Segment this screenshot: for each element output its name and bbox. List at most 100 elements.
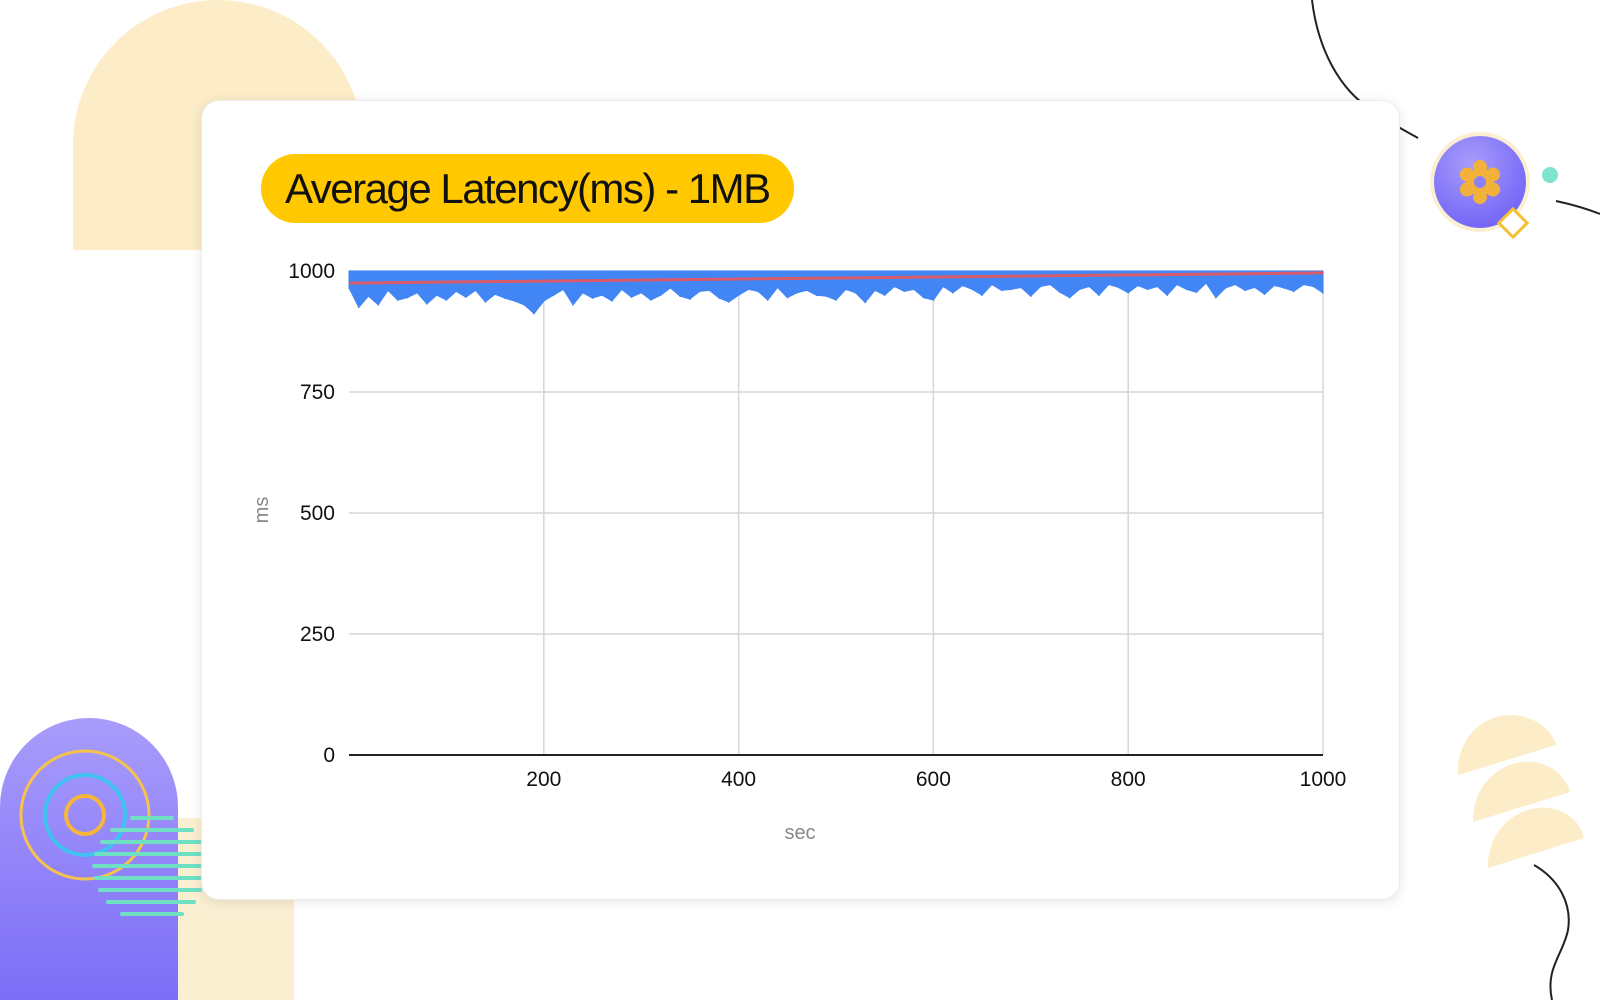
latency-data-point: [504, 297, 506, 299]
latency-data-point: [659, 294, 662, 296]
x-axis-title: sec: [784, 822, 815, 844]
latency-data-point: [1000, 289, 1003, 292]
decorative-stripes-icon: [92, 816, 205, 916]
latency-data-point: [1117, 286, 1120, 289]
latency-data-point: [1146, 288, 1149, 291]
latency-data-point: [435, 294, 438, 296]
y-tick-label: 500: [300, 502, 335, 525]
latency-chart: 0 250 500 750 1000 200 400 600 800 1000 sec ms: [251, 260, 1346, 844]
latency-data-point: [348, 287, 350, 289]
latency-data-point: [1049, 283, 1052, 286]
latency-data-point: [1039, 285, 1042, 288]
latency-data-point: [1166, 294, 1168, 296]
latency-data-point: [864, 301, 867, 304]
latency-data-point: [1234, 283, 1237, 286]
latency-data-point: [445, 299, 448, 301]
latency-data-point: [1205, 282, 1207, 284]
latency-data-point: [1137, 284, 1139, 287]
x-tick-label: 800: [1111, 768, 1146, 791]
latency-data-point: [669, 287, 672, 289]
latency-data-point: [689, 298, 691, 300]
latency-data-point: [883, 294, 886, 296]
latency-data-point: [426, 303, 428, 305]
latency-data-point: [533, 312, 535, 315]
latency-data-point: [854, 291, 857, 294]
latency-data-point: [513, 300, 516, 302]
latency-data-point: [1244, 289, 1246, 292]
latency-data-point: [1088, 285, 1091, 288]
gear-badge-icon: [1434, 136, 1526, 228]
latency-data-point: [708, 289, 711, 292]
y-axis-title: ms: [251, 497, 273, 524]
latency-data-point: [620, 288, 623, 291]
latency-data-point: [767, 299, 769, 301]
latency-data-point: [728, 301, 730, 303]
x-tick-label: 200: [526, 768, 561, 791]
x-tick-label: 1000: [1300, 768, 1347, 791]
latency-data-point: [543, 300, 545, 302]
gear-icon: [1460, 160, 1500, 204]
latency-data-point: [874, 289, 876, 292]
latency-data-point: [1078, 288, 1081, 291]
latency-data-point: [1030, 295, 1032, 297]
y-tick-label: 250: [300, 623, 335, 646]
latency-data-point: [922, 296, 925, 299]
series-layer: [348, 270, 1324, 315]
latency-data-point: [591, 297, 594, 299]
latency-data-point: [1215, 296, 1217, 299]
chart-title-pill: Average Latency(ms) - 1MB: [261, 154, 794, 223]
latency-data-point: [1020, 286, 1022, 289]
latency-data-point: [796, 291, 798, 294]
latency-data-point: [776, 286, 779, 289]
diamond-outline-icon: [1496, 206, 1530, 240]
latency-data-point: [805, 289, 808, 292]
latency-data-point: [601, 294, 604, 296]
grid-lines: [349, 270, 1324, 755]
latency-data-point: [815, 294, 818, 296]
latency-data-point: [1176, 283, 1178, 286]
latency-data-point: [679, 295, 681, 297]
latency-data-point: [747, 288, 750, 291]
x-tick-label: 400: [721, 768, 756, 791]
latency-data-point: [396, 299, 399, 301]
latency-data-point: [1107, 283, 1110, 286]
latency-data-point: [981, 294, 983, 296]
latency-data-point: [844, 288, 847, 291]
latency-data-point: [387, 289, 389, 292]
decorative-rings-icon: [19, 749, 151, 881]
latency-data-point: [1312, 285, 1315, 288]
latency-data-point: [757, 290, 759, 293]
trend-line: [348, 271, 1324, 285]
decorative-dot: [1542, 167, 1558, 183]
latency-data-point: [367, 295, 370, 297]
decorative-purple-arch: [0, 718, 178, 1000]
y-tick-label: 1000: [288, 260, 335, 283]
latency-data-point: [952, 291, 954, 294]
y-tick-label: 750: [300, 381, 335, 404]
latency-data-point: [1273, 284, 1276, 287]
latency-data-point: [1302, 283, 1305, 286]
latency-data-point: [932, 299, 935, 301]
latency-data-point: [416, 291, 418, 294]
latency-data-point: [1292, 290, 1295, 293]
y-tick-label: 0: [323, 744, 335, 767]
latency-data-point: [1224, 287, 1227, 289]
latency-data-point: [406, 296, 409, 299]
tick-labels: 0 250 500 750 1000 200 400 600 800 1000: [288, 260, 1346, 791]
latency-data-point: [484, 301, 487, 303]
latency-data-point: [1059, 291, 1061, 294]
latency-data-point: [903, 290, 905, 293]
latency-data-point: [650, 299, 652, 301]
chart-card: Average Latency(ms) - 1MB 0 250 500 750 1000…: [201, 100, 1400, 900]
latency-data-point: [961, 284, 964, 287]
latency-data-point: [893, 285, 896, 288]
latency-data-point: [1156, 285, 1159, 288]
latency-data-point: [377, 304, 380, 306]
latency-data-point: [971, 288, 974, 291]
latency-data-point: [786, 296, 789, 299]
latency-data-point: [1322, 291, 1324, 294]
latency-data-point: [942, 285, 944, 288]
latency-data-point: [1185, 288, 1188, 291]
latency-data-point: [1127, 291, 1129, 294]
x-tick-label: 600: [916, 768, 951, 791]
